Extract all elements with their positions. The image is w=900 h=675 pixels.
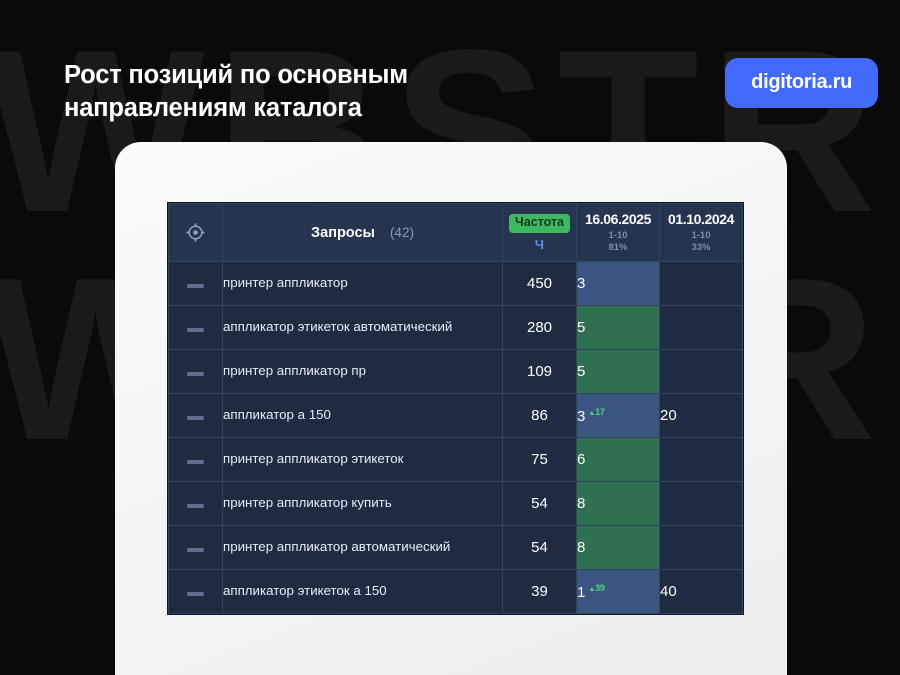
row-frequency: 54	[502, 481, 577, 526]
row-query: аппликатор а 150	[222, 393, 503, 438]
delta-up-icon: ▲17	[588, 406, 605, 417]
row-frequency: 75	[502, 437, 577, 482]
date-1-stats: 1-10 81%	[577, 230, 659, 254]
frequency-sub-label: Ч	[534, 236, 545, 252]
date-1-range: 1-10	[608, 230, 628, 242]
row-frequency: 39	[502, 569, 577, 614]
row-position-date-2	[659, 437, 743, 482]
row-position-date-2: 40	[659, 569, 743, 614]
row-handle-cell[interactable]	[168, 481, 223, 526]
table-row[interactable]: принтер аппликатор автоматический 54 8	[168, 525, 743, 570]
row-handle-cell[interactable]	[168, 569, 223, 614]
date-1-label: 16.06.2025	[584, 211, 652, 228]
column-header-date-1[interactable]: 16.06.2025 1-10 81%	[576, 203, 660, 262]
row-handle-cell[interactable]	[168, 349, 223, 394]
row-position-date-1: 1 ▲39	[576, 569, 660, 614]
row-position-date-2	[659, 481, 743, 526]
column-header-date-2[interactable]: 01.10.2024 1-10 33%	[659, 203, 743, 262]
row-position-date-1: 8	[576, 525, 660, 570]
date-2-label: 01.10.2024	[667, 211, 735, 228]
header-bar: Рост позиций по основным направлениям ка…	[0, 0, 900, 142]
row-frequency: 86	[502, 393, 577, 438]
target-icon-wrap	[169, 204, 222, 260]
minus-icon	[187, 283, 204, 288]
column-header-queries[interactable]: Запросы (42)	[222, 203, 503, 262]
table-row[interactable]: аппликатор этикеток а 150 39 1 ▲39 40	[168, 569, 743, 614]
row-position-date-2: 20	[659, 393, 743, 438]
table-row[interactable]: принтер аппликатор этикеток 75 6	[168, 437, 743, 482]
row-frequency: 450	[502, 261, 577, 306]
query-count: (42)	[389, 224, 414, 240]
row-position-date-1: 6	[576, 437, 660, 482]
row-frequency: 109	[502, 349, 577, 394]
date-1-percent: 81%	[608, 242, 628, 253]
rankings-table: Запросы (42) Частота Ч 16.06.2025 1-10 81…	[168, 203, 743, 614]
minus-icon	[187, 415, 204, 420]
row-position-date-1: 3	[576, 261, 660, 306]
row-query: принтер аппликатор этикеток	[222, 437, 503, 482]
row-handle-cell[interactable]	[168, 525, 223, 570]
date-2-range: 1-10	[691, 230, 711, 242]
column-header-queries-label: Запросы	[311, 224, 375, 241]
row-position-date-1: 5	[576, 305, 660, 350]
table-body: принтер аппликатор 450 3 аппликатор этикето…	[168, 261, 743, 614]
row-frequency: 54	[502, 525, 577, 570]
row-position-date-1: 8	[576, 481, 660, 526]
row-handle-cell[interactable]	[168, 437, 223, 482]
minus-icon	[187, 503, 204, 508]
row-frequency: 280	[502, 305, 577, 350]
row-position-date-2	[659, 349, 743, 394]
table-row[interactable]: принтер аппликатор купить 54 8	[168, 481, 743, 526]
date-2-percent: 33%	[691, 242, 711, 253]
table-row[interactable]: аппликатор этикеток автоматический 280 5	[168, 305, 743, 350]
column-header-frequency[interactable]: Частота Ч	[502, 203, 577, 262]
row-handle-cell[interactable]	[168, 393, 223, 438]
table-row[interactable]: принтер аппликатор пр 109 5	[168, 349, 743, 394]
page-title: Рост позиций по основным направлениям ка…	[64, 61, 408, 123]
row-query: принтер аппликатор купить	[222, 481, 503, 526]
row-query: принтер аппликатор пр	[222, 349, 503, 394]
table-row[interactable]: аппликатор а 150 86 3 ▲17 20	[168, 393, 743, 438]
minus-icon	[187, 591, 204, 596]
minus-icon	[187, 371, 204, 376]
delta-up-icon: ▲39	[588, 582, 605, 593]
row-handle-cell[interactable]	[168, 305, 223, 350]
row-position-date-2	[659, 261, 743, 306]
row-query: аппликатор этикеток а 150	[222, 569, 503, 614]
minus-icon	[187, 547, 204, 552]
table-header: Запросы (42) Частота Ч 16.06.2025 1-10 81…	[168, 203, 743, 262]
date-2-stats: 1-10 33%	[660, 230, 742, 254]
table-header-row: Запросы (42) Частота Ч 16.06.2025 1-10 81…	[168, 203, 743, 262]
row-query: принтер аппликатор	[222, 261, 503, 306]
brand-badge[interactable]: digitoria.ru	[725, 58, 878, 108]
row-position-date-1: 3 ▲17	[576, 393, 660, 438]
row-handle-cell[interactable]	[168, 261, 223, 306]
row-query: аппликатор этикеток автоматический	[222, 305, 503, 350]
frequency-badge: Частота	[508, 214, 571, 233]
minus-icon	[187, 327, 204, 332]
row-position-date-1: 5	[576, 349, 660, 394]
row-position-date-2	[659, 525, 743, 570]
target-icon	[186, 223, 205, 242]
minus-icon	[187, 459, 204, 464]
row-query: принтер аппликатор автоматический	[222, 525, 503, 570]
table-row[interactable]: принтер аппликатор 450 3	[168, 261, 743, 306]
target-icon-cell[interactable]	[168, 203, 223, 262]
row-position-date-2	[659, 305, 743, 350]
screenshot-card: Запросы (42) Частота Ч 16.06.2025 1-10 81…	[115, 142, 787, 675]
